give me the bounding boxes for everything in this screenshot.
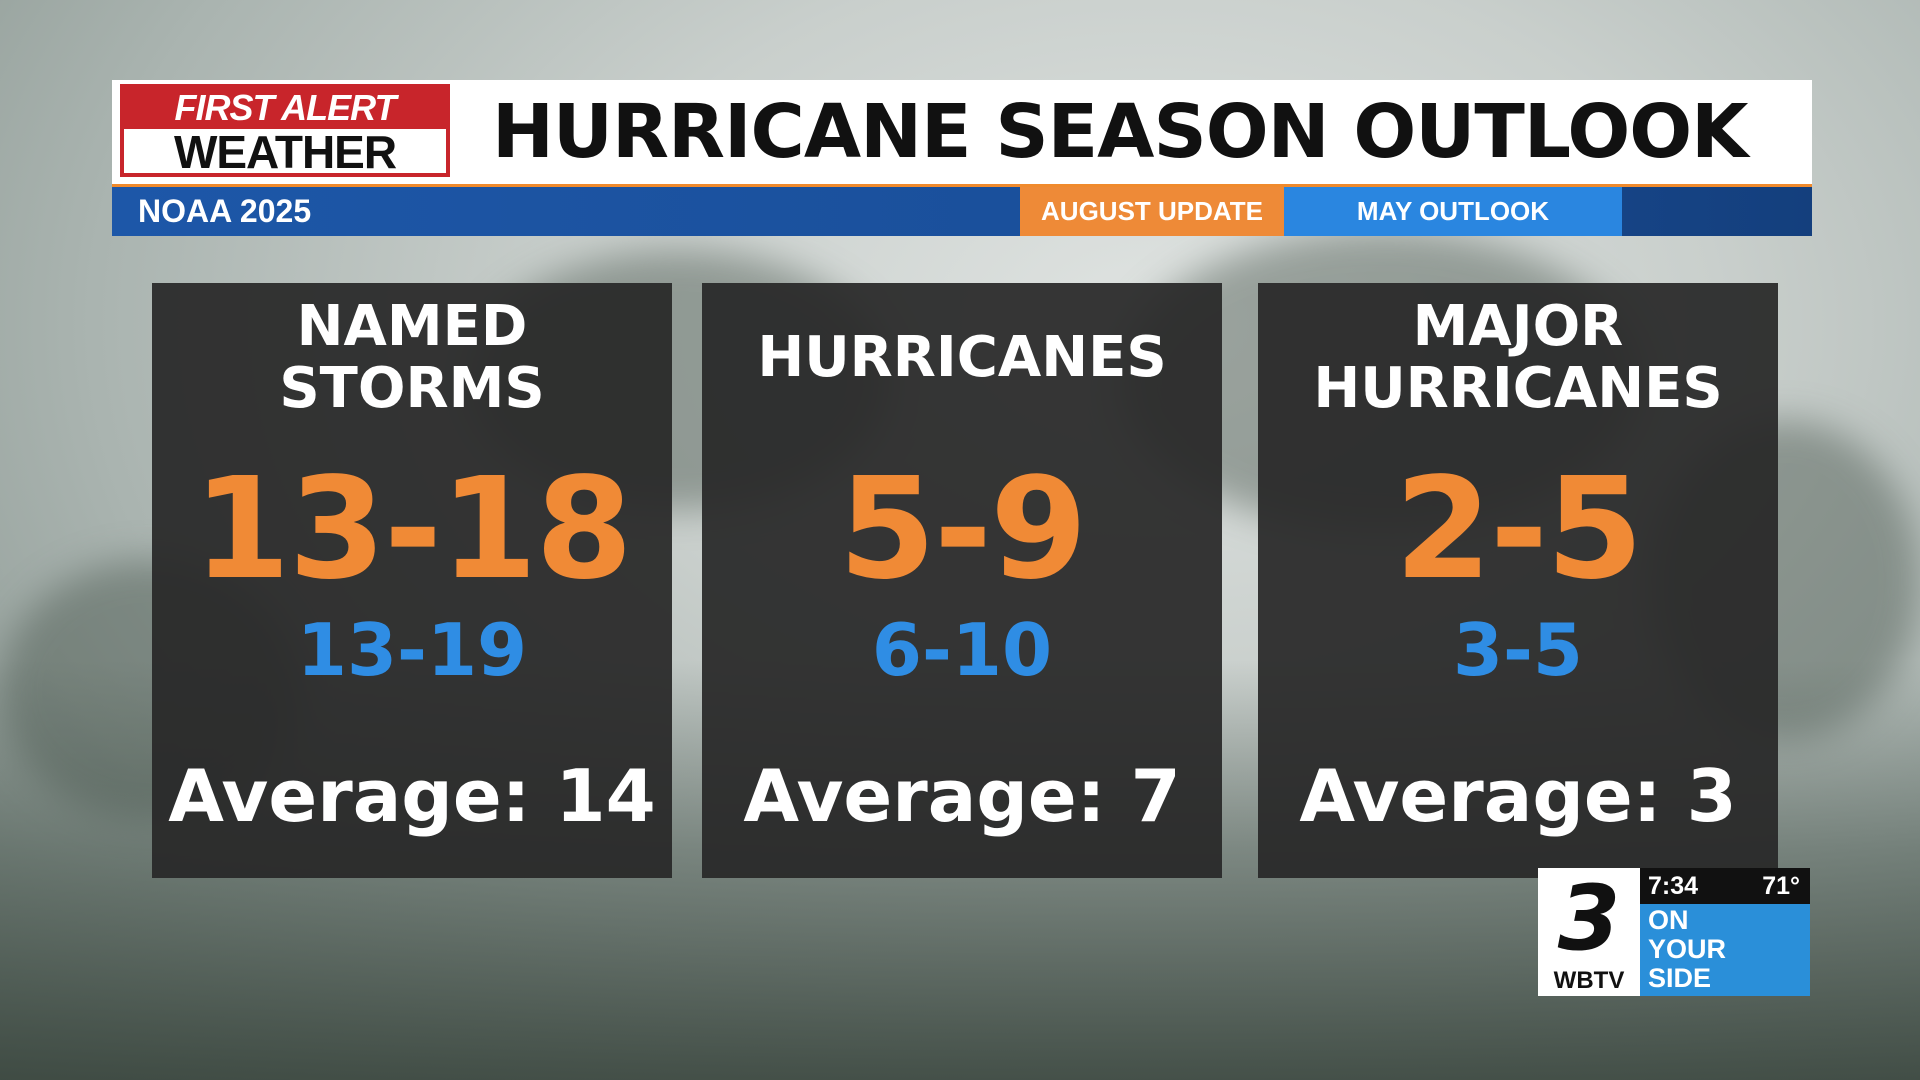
logo-line1: FIRST ALERT [124,86,446,129]
clock-time: 7:34 [1648,872,1699,900]
average-value: Average: 7 [743,754,1181,838]
header-bar: FIRST ALERT WEATHER HURRICANE SEASON OUT… [112,80,1812,184]
august-range: 13-18 [193,448,633,611]
major-hurricanes-card: MAJOR HURRICANES 2-5 3-5 Average: 3 [1258,283,1778,878]
august-update-legend: AUGUST UPDATE [1020,187,1284,236]
first-alert-weather-logo: FIRST ALERT WEATHER [120,84,450,177]
card-title: HURRICANES [757,325,1167,390]
card-title: MAJOR HURRICANES [1313,294,1723,421]
may-range: 3-5 [1452,608,1584,692]
time-temp-row: 7:34 71° [1640,868,1810,904]
average-value: Average: 14 [168,754,656,838]
slogan-line: ON [1648,905,1689,935]
logo-line2: WEATHER [173,125,397,178]
august-range: 2-5 [1394,448,1644,611]
slogan-line: YOUR [1648,934,1727,964]
card-title: NAMED STORMS [279,294,545,421]
august-range: 5-9 [838,448,1088,611]
page-title: HURRICANE SEASON OUTLOOK [492,89,1748,175]
named-storms-card: NAMED STORMS 13-18 13-19 Average: 14 [152,283,672,878]
hurricanes-card: HURRICANES 5-9 6-10 Average: 7 [702,283,1222,878]
call-letters: WBTV [1553,967,1625,994]
station-bug: 3 WBTV 7:34 71° ON YOUR SIDE [1538,868,1810,996]
time-temp-panel: 7:34 71° ON YOUR SIDE [1640,868,1810,996]
wbtv-logo: 3 WBTV [1538,868,1640,996]
average-value: Average: 3 [1299,754,1737,838]
may-outlook-legend: MAY OUTLOOK [1284,187,1622,236]
current-temperature: 71° [1762,872,1800,900]
slogan-line: SIDE [1648,963,1712,993]
source-label: NOAA 2025 [138,193,312,229]
may-range: 13-19 [296,608,528,692]
sub-header-bar: NOAA 2025 AUGUST UPDATE MAY OUTLOOK [112,184,1812,236]
may-range: 6-10 [871,608,1053,692]
channel-number: 3 [1557,866,1621,971]
station-slogan: ON YOUR SIDE [1648,906,1726,993]
